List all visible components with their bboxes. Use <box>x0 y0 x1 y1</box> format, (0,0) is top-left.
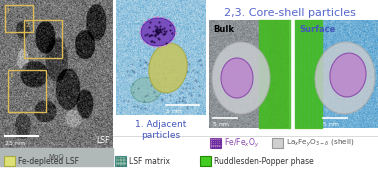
Ellipse shape <box>315 42 375 114</box>
Text: Surface: Surface <box>299 25 335 34</box>
Bar <box>0 148 113 166</box>
Text: 2,3. Core-shell particles: 2,3. Core-shell particles <box>224 8 356 18</box>
Bar <box>24 20 62 58</box>
Text: Ruddlesden-Popper phase: Ruddlesden-Popper phase <box>214 156 314 166</box>
Text: Bulk: Bulk <box>213 25 234 34</box>
Text: 1. Adjacent
particles: 1. Adjacent particles <box>135 120 187 140</box>
Ellipse shape <box>131 77 161 103</box>
Bar <box>4 156 15 166</box>
Text: Fe-depleted LSF: Fe-depleted LSF <box>18 156 79 166</box>
Ellipse shape <box>141 18 175 46</box>
Bar <box>200 156 211 166</box>
Bar <box>5 5 33 32</box>
Ellipse shape <box>330 53 366 97</box>
Bar <box>209 20 269 128</box>
Bar <box>210 138 221 148</box>
Ellipse shape <box>149 43 187 93</box>
Text: 5 nm: 5 nm <box>166 109 182 114</box>
Text: 1: 1 <box>9 73 13 78</box>
Text: MgO: MgO <box>48 154 64 160</box>
Text: 5 nm: 5 nm <box>323 122 339 127</box>
Bar <box>272 138 283 148</box>
Ellipse shape <box>221 58 253 98</box>
Text: LSF: LSF <box>97 136 110 145</box>
Text: LSF matrix: LSF matrix <box>129 156 170 166</box>
Text: 25 nm: 25 nm <box>5 141 25 146</box>
Bar <box>8 70 46 112</box>
Bar <box>115 156 126 166</box>
Text: Fe/Fe$_x$O$_y$: Fe/Fe$_x$O$_y$ <box>224 137 260 150</box>
Text: 2: 2 <box>25 23 29 28</box>
Text: 3: 3 <box>6 8 10 13</box>
Text: 5 nm: 5 nm <box>213 122 229 127</box>
Text: La$_x$Fe$_y$O$_{3-\delta}$ (shell): La$_x$Fe$_y$O$_{3-\delta}$ (shell) <box>286 137 355 149</box>
Ellipse shape <box>212 42 270 114</box>
